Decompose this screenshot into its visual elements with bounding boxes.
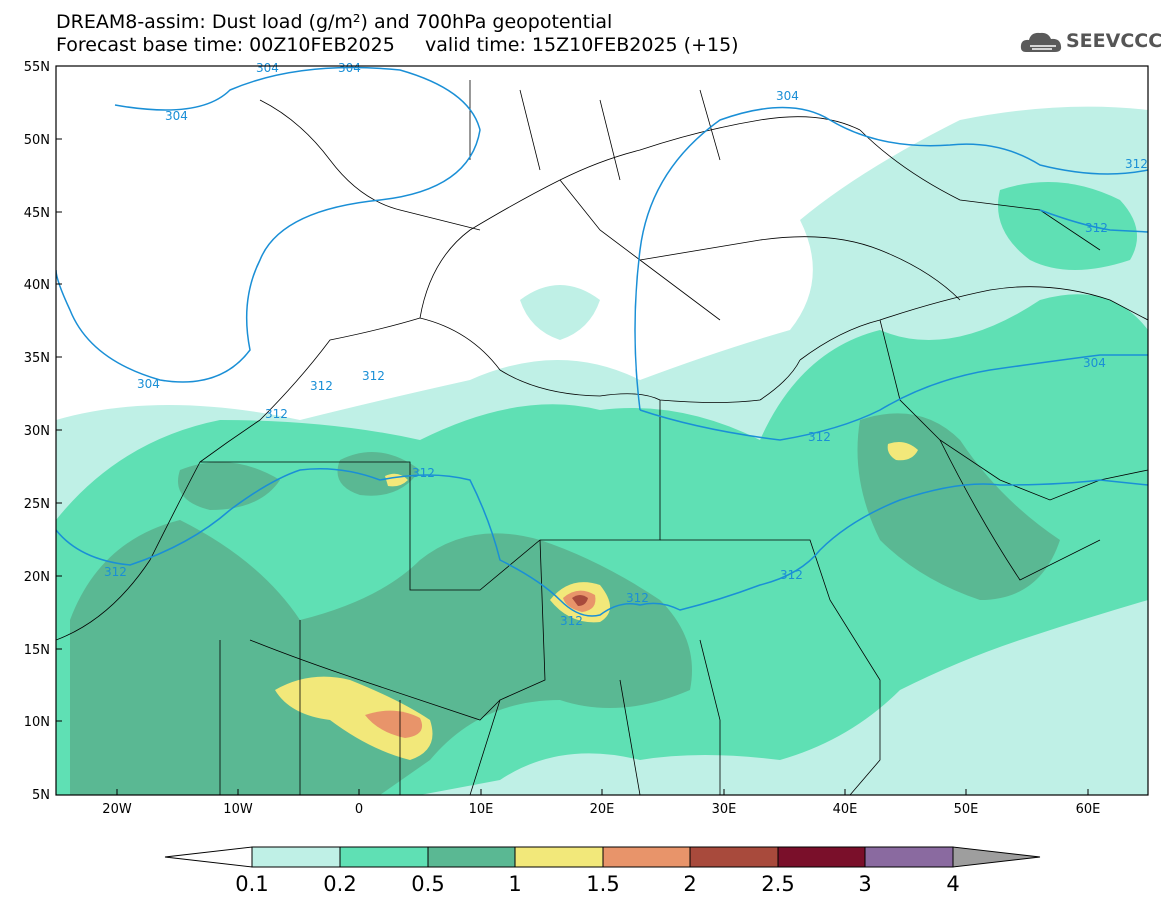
lon-label: 40E	[833, 802, 858, 817]
colorbar-swatch	[864, 846, 954, 868]
colorbar-swatch	[777, 846, 866, 868]
lat-label: 40N	[24, 278, 50, 293]
colorbar-label: 2	[683, 872, 697, 896]
colorbar-swatch	[602, 846, 691, 868]
lat-label: 5N	[32, 788, 50, 803]
colorbar-label: 2.5	[761, 872, 795, 896]
colorbar-swatch	[514, 846, 604, 868]
lon-label: 0	[355, 802, 363, 817]
colorbar-swatch	[251, 846, 341, 868]
tick-marks	[56, 65, 1089, 795]
contour-label: 312	[1085, 221, 1108, 235]
contour-label: 312	[265, 407, 288, 421]
lon-label: 10E	[469, 802, 494, 817]
lat-label: 20N	[24, 570, 50, 585]
cloud-icon	[1020, 32, 1062, 52]
contour-label: 304	[137, 377, 160, 391]
contour-label: 312	[310, 379, 333, 393]
lat-label: 35N	[24, 351, 50, 366]
contour-label: 312	[560, 614, 583, 628]
contour-label: 312	[362, 369, 385, 383]
contour-label: 312	[104, 565, 127, 579]
lon-label: 60E	[1076, 802, 1101, 817]
contour-label: 304	[338, 61, 361, 75]
lon-label: 20W	[102, 802, 132, 817]
colorbar	[164, 846, 1041, 868]
colorbar-label: 4	[946, 872, 960, 896]
lat-label: 25N	[24, 497, 50, 512]
lon-label: 30E	[712, 802, 737, 817]
contour-label: 304	[256, 61, 279, 75]
colorbar-label: 0.2	[323, 872, 357, 896]
lon-label: 10W	[223, 802, 253, 817]
colorbar-over-arrow	[952, 846, 1041, 868]
lat-label: 10N	[24, 715, 50, 730]
contour-label: 304	[776, 89, 799, 103]
lat-label: 45N	[24, 206, 50, 221]
colorbar-under-arrow	[164, 846, 253, 868]
lon-label: 50E	[954, 802, 979, 817]
colorbar-swatch	[689, 846, 779, 868]
lat-label: 30N	[24, 424, 50, 439]
contour-label: 312	[1125, 157, 1148, 171]
latitude-axis: 55N 50N 45N 40N 35N 30N 25N 20N 15N 10N …	[24, 60, 50, 803]
map-subtitle: Forecast base time: 00Z10FEB2025 valid t…	[56, 34, 739, 56]
lon-label: 20E	[590, 802, 615, 817]
contour-label: 304	[165, 109, 188, 123]
longitude-axis: 20W 10W 0 10E 20E 30E 40E 50E 60E	[102, 802, 1100, 817]
logo-text: SEEVCCC	[1066, 30, 1163, 52]
contour-label: 312	[808, 430, 831, 444]
contour-label: 312	[626, 591, 649, 605]
contour-label: 312	[412, 466, 435, 480]
borders	[56, 80, 1148, 795]
contour-labels: 304 304 304 304 304 304 312 312 312 312 …	[104, 61, 1148, 628]
map-title: DREAM8-assim: Dust load (g/m²) and 700hP…	[56, 11, 613, 33]
colorbar-label: 3	[858, 872, 872, 896]
colorbar-label: 1	[508, 872, 522, 896]
colorbar-label: 0.1	[235, 872, 269, 896]
colorbar-label: 1.5	[586, 872, 620, 896]
lat-label: 50N	[24, 133, 50, 148]
lat-label: 55N	[24, 60, 50, 75]
contour-label: 304	[1083, 356, 1106, 370]
colorbar-swatch	[427, 846, 516, 868]
colorbar-label: 0.5	[411, 872, 445, 896]
colorbar-swatch	[339, 846, 429, 868]
geopotential-contours	[56, 66, 1148, 617]
lat-label: 15N	[24, 643, 50, 658]
contour-label: 312	[780, 568, 803, 582]
